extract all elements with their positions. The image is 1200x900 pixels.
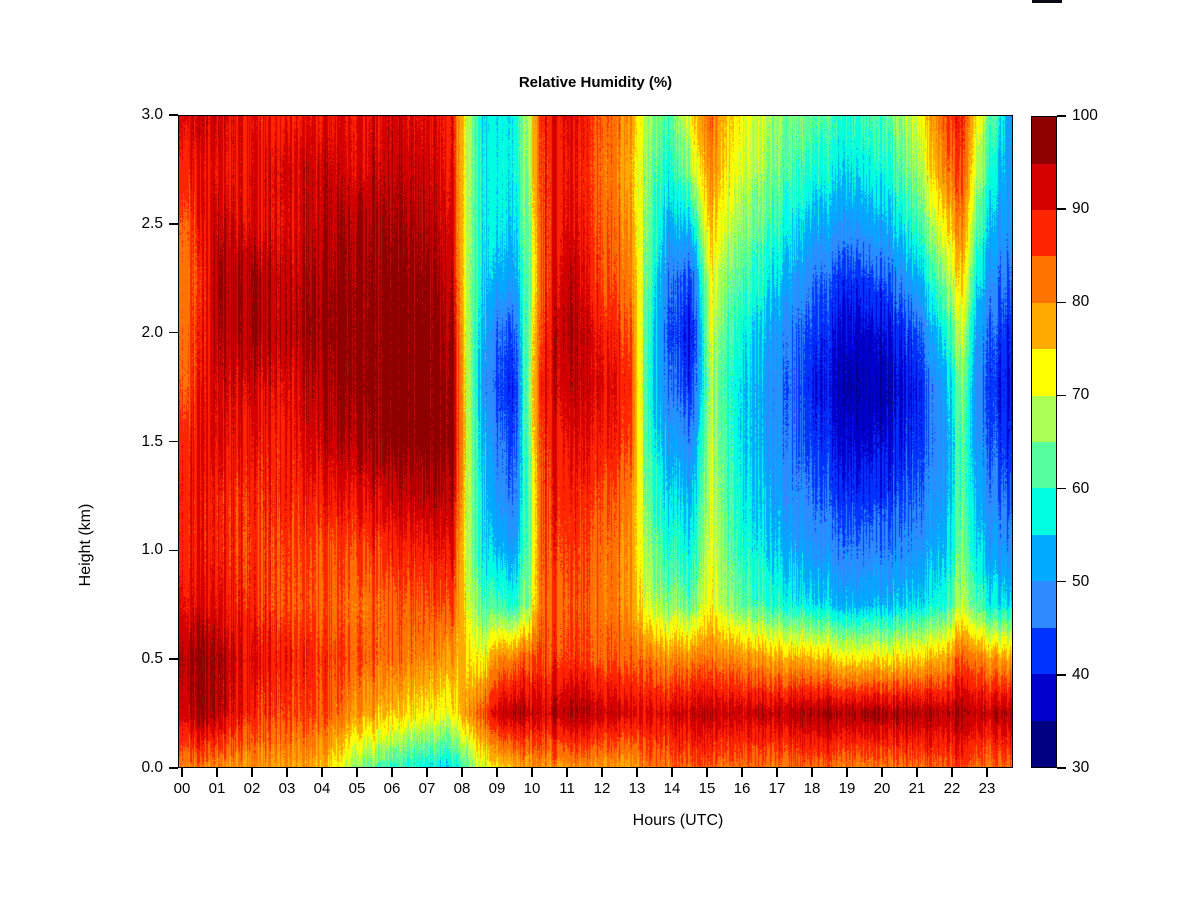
colorbar-tick [1057,580,1066,583]
colorbar-tick-label: 50 [1072,572,1090,590]
x-tick [671,768,673,777]
x-tick [426,768,428,777]
x-tick-label: 16 [733,780,751,797]
x-tick [811,768,813,777]
x-tick-label: 07 [418,780,436,797]
x-tick-label: 20 [873,780,891,797]
x-tick-label: 13 [628,780,646,797]
colorbar-segment [1032,256,1056,303]
colorbar-segment [1032,534,1056,582]
colorbar-tick [1057,115,1066,117]
colorbar-tick-label: 40 [1072,665,1090,683]
x-tick [601,768,603,777]
y-tick-label: 2.5 [141,214,163,232]
x-tick-label: 06 [383,780,401,797]
y-tick [169,549,178,552]
x-tick-label: 00 [173,780,191,797]
y-tick [169,440,178,443]
colorbar-segment [1032,163,1056,210]
x-tick-label: 17 [768,780,786,797]
x-tick [566,768,568,777]
y-tick [169,223,178,225]
x-tick [776,768,778,777]
x-tick-label: 10 [523,780,541,797]
colorbar-segment [1032,395,1056,443]
y-tick-label: 1.5 [141,432,163,450]
x-tick-label: 23 [978,780,996,797]
x-tick [461,768,463,777]
colorbar-tick-label: 80 [1072,293,1090,311]
chart-title: Relative Humidity (%) [518,74,673,91]
x-tick [916,768,918,777]
x-tick-label: 04 [313,780,331,797]
x-tick [846,768,848,777]
colorbar-segment [1032,488,1056,535]
x-tick [321,768,323,777]
colorbar-segment [1032,581,1056,628]
x-tick [356,768,358,777]
colorbar-tick-label: 90 [1072,200,1090,218]
colorbar-tick-label: 100 [1072,107,1098,124]
colorbar-segment [1032,349,1056,396]
colorbar-tick [1057,487,1066,490]
y-tick [169,331,178,334]
colorbar-segment [1032,117,1056,164]
x-tick-label: 05 [348,780,366,797]
x-tick [706,768,708,777]
y-tick [169,114,178,116]
y-tick [169,767,178,769]
top-right-artifact [1032,0,1062,3]
x-tick-label: 09 [488,780,506,797]
x-tick-label: 08 [453,780,471,797]
colorbar-segment [1032,442,1056,489]
colorbar-tick [1057,767,1066,769]
x-tick [531,768,533,777]
x-tick [391,768,393,777]
x-tick [216,768,218,777]
x-tick-label: 11 [559,780,575,797]
colorbar-segment [1032,674,1056,721]
y-tick-label: 1.0 [141,541,163,559]
y-tick-label: 3.0 [141,106,163,123]
x-tick-label: 14 [663,780,681,797]
x-tick-label: 18 [803,780,821,797]
y-tick-label: 0.0 [141,759,163,776]
heatmap-plot [178,115,1013,768]
x-tick-label: 21 [908,780,926,797]
x-tick-label: 15 [698,780,716,797]
x-tick [741,768,743,777]
x-tick-label: 03 [278,780,296,797]
colorbar [1031,116,1057,768]
x-tick-label: 01 [208,780,226,797]
colorbar-segment [1032,720,1056,767]
x-tick [181,768,183,777]
y-axis-title: Height (km) [77,503,94,587]
colorbar-tick-label: 70 [1072,386,1090,404]
x-tick-label: 02 [243,780,261,797]
colorbar-tick [1057,394,1066,397]
x-tick [881,768,883,777]
colorbar-segment [1032,627,1056,675]
x-axis-title: Hours (UTC) [632,812,724,829]
colorbar-tick-label: 30 [1072,759,1090,776]
colorbar-tick [1057,301,1066,304]
colorbar-tick [1057,674,1066,676]
x-tick-label: 19 [838,780,856,797]
x-tick [251,768,253,777]
x-tick [286,768,288,777]
colorbar-tick-label: 60 [1072,479,1090,497]
x-tick [986,768,988,777]
colorbar-segment [1032,302,1056,350]
y-tick-label: 2.0 [141,323,163,341]
x-tick [496,768,498,777]
y-tick [169,658,178,660]
colorbar-segment [1032,209,1056,257]
y-tick-label: 0.5 [141,650,163,668]
x-tick [951,768,953,777]
x-tick-label: 12 [593,780,611,797]
x-tick [636,768,638,777]
x-tick-label: 22 [943,780,961,797]
colorbar-tick [1057,208,1066,210]
